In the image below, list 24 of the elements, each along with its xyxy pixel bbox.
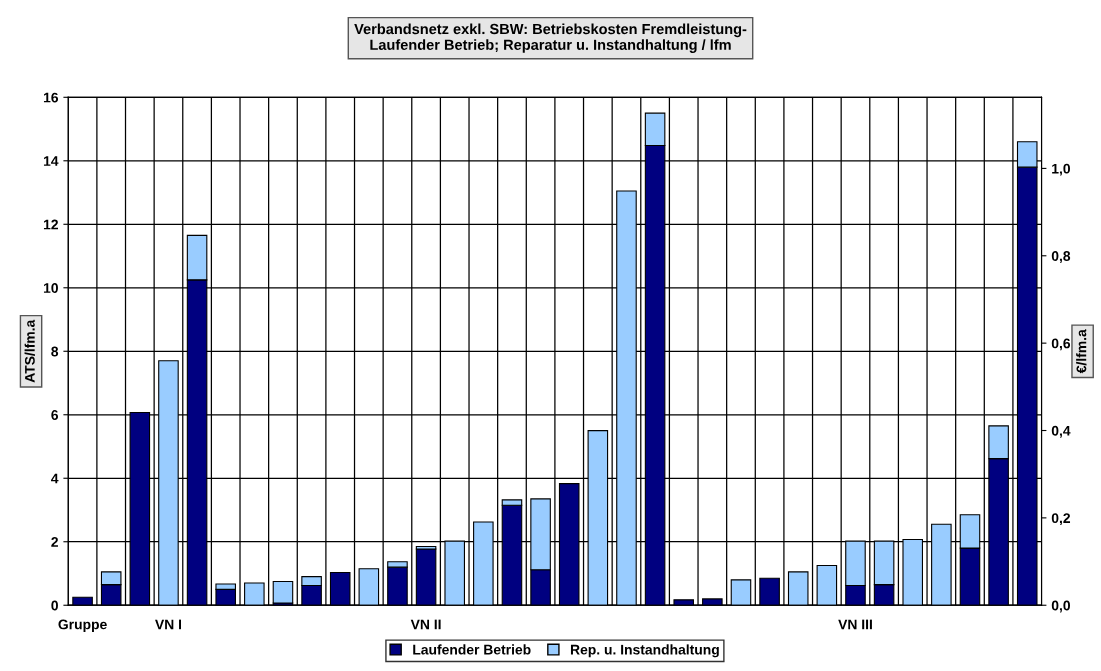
y-tick-label: 8: [51, 346, 59, 357]
y2-tick-label: 0,6: [1051, 338, 1071, 351]
y-tick-label: 12: [43, 219, 58, 230]
y2-tick-label: 0,0: [1051, 600, 1071, 613]
y-tick-label: 2: [51, 537, 58, 547]
chart-title: Verbandsnetz exkl. SBW: Betriebskosten Fremdleistung- Laufender Betrieb; Reparatur u. Instandhaltung / lfm: [354, 23, 747, 53]
y-tick-label: 10: [43, 283, 58, 293]
y-tick-label: 4: [51, 473, 59, 484]
x-tick-label: VN III: [838, 619, 872, 630]
y2-tick-label: 1,0: [1052, 163, 1071, 176]
legend-label: Rep. u. Instandhaltung: [570, 644, 719, 658]
y-axis-title: ATS/lfm.a: [24, 319, 35, 383]
y2-axis-title: €/lfm.a: [1076, 329, 1087, 374]
y2-tick-label: 0,8: [1051, 251, 1071, 263]
x-tick-label: VN I: [155, 619, 182, 630]
y-tick-label: 14: [43, 156, 59, 166]
x-tick-label: Gruppe: [58, 619, 107, 633]
y2-tick-label: 0,2: [1051, 513, 1071, 526]
x-tick-label: VN II: [410, 619, 441, 630]
y-tick-label: 16: [43, 92, 59, 103]
legend-label: Laufender Betrieb: [413, 644, 531, 655]
y2-tick-label: 0,4: [1051, 425, 1071, 438]
y-tick-label: 0: [51, 600, 58, 611]
y-tick-label: 6: [51, 410, 59, 420]
